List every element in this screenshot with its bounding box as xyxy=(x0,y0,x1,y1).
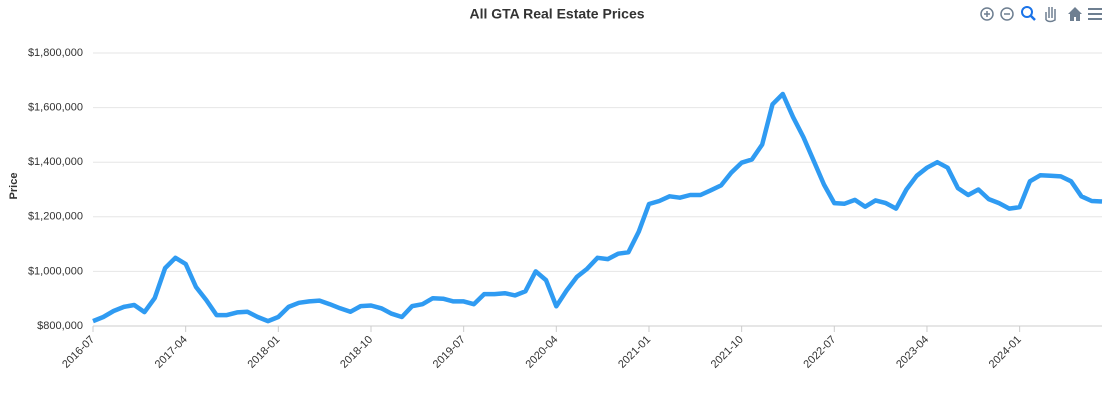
zoom[interactable] xyxy=(1021,6,1036,21)
y-tick-label: $1,800,000 xyxy=(28,47,83,59)
zoom-in[interactable] xyxy=(980,7,994,21)
x-tick-label: 2018-01 xyxy=(245,334,282,371)
toolbar xyxy=(980,6,1102,23)
y-axis-label: Price xyxy=(8,173,20,200)
x-tick-label: 2022-07 xyxy=(801,334,838,371)
x-tick-label: 2024-01 xyxy=(987,334,1024,371)
x-tick-label: 2019-07 xyxy=(431,334,468,371)
zoom-out[interactable] xyxy=(1000,7,1014,21)
x-tick-label: 2023-04 xyxy=(894,334,931,371)
y-tick-label: $1,600,000 xyxy=(28,102,83,114)
x-tick-label: 2021-01 xyxy=(616,334,653,371)
x-tick-label: 2021-10 xyxy=(709,334,746,371)
y-tick-label: $800,000 xyxy=(37,320,83,332)
menu[interactable] xyxy=(1088,8,1102,20)
line-series xyxy=(92,91,1103,324)
y-tick-label: $1,200,000 xyxy=(28,211,83,223)
x-tick-label: 2018-10 xyxy=(338,334,375,371)
pan[interactable] xyxy=(1045,7,1056,23)
chart-title: All GTA Real Estate Prices xyxy=(469,6,644,22)
x-tick-label: 2017-04 xyxy=(153,334,190,371)
y-tick-label: $1,400,000 xyxy=(28,156,83,168)
reset[interactable] xyxy=(1068,7,1082,21)
x-tick-label: 2020-04 xyxy=(523,334,560,371)
x-tick-label: 2016-07 xyxy=(60,334,97,371)
y-tick-label: $1,000,000 xyxy=(28,265,83,277)
